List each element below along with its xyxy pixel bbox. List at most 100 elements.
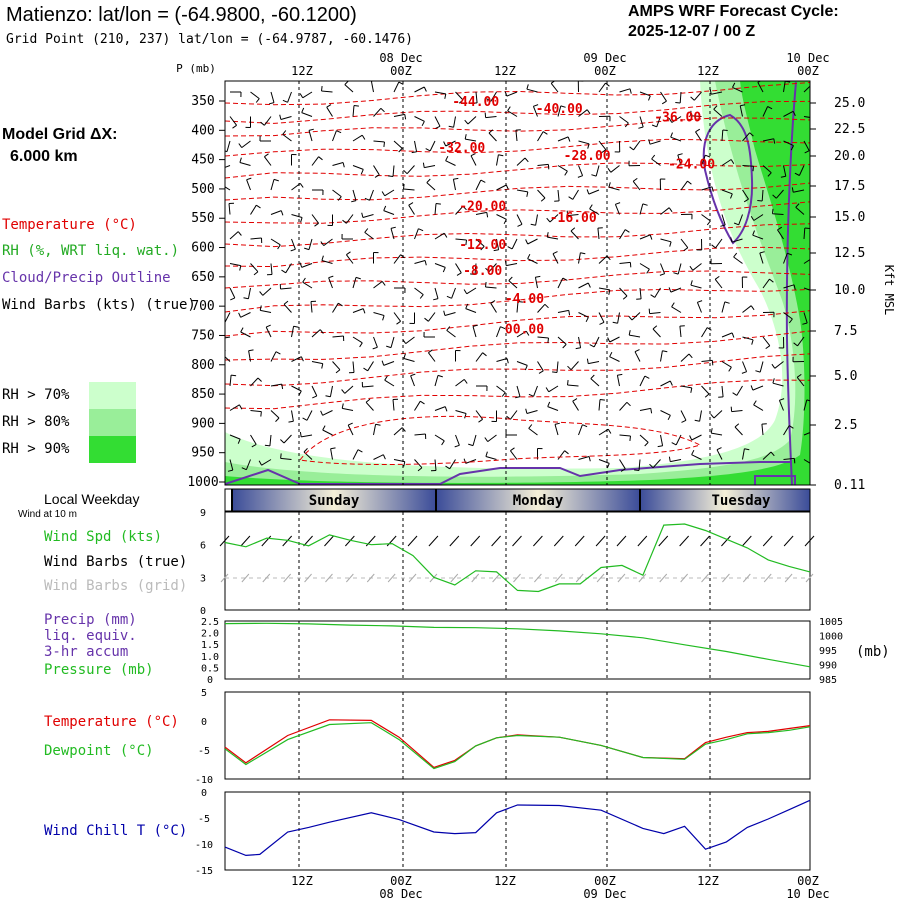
wind-barb-flag: [533, 104, 539, 107]
wind-barb: [609, 356, 620, 362]
wind-barb-flag: [607, 428, 612, 434]
wind-barb: [308, 130, 313, 142]
wind-barb-flag: [321, 255, 324, 261]
wind-barb: [714, 278, 723, 289]
wind-barb-flag: [321, 86, 323, 92]
wind-barb: [373, 454, 384, 460]
wind-barb-flag: [335, 369, 341, 374]
true-wind-barb: [219, 535, 230, 547]
wind-barb: [344, 84, 354, 93]
wind-barb-flag: [691, 449, 695, 455]
wind-barb-flag: [562, 344, 567, 349]
wind-barb-flag: [281, 269, 286, 274]
temp-tick-label: -10: [195, 775, 213, 786]
model-grid-value: 6.000 km: [10, 148, 78, 165]
wind-barb-flag: [590, 374, 595, 379]
wind-barb: [721, 159, 732, 166]
wind-barb: [496, 385, 506, 394]
wind-barb-flag: [237, 231, 242, 236]
wind-barb-flag: [351, 200, 357, 203]
wind-barb-flag: [525, 239, 529, 245]
wind-barb-flag: [667, 415, 671, 421]
wind-barb-flag: [750, 385, 754, 391]
wind-barb: [270, 383, 282, 387]
wind-barb-flag: [328, 275, 334, 279]
wind-barb: [321, 260, 333, 264]
wind-barb-flag: [757, 200, 763, 202]
wind-barb: [449, 459, 456, 470]
wind-barb-flag: [281, 384, 284, 390]
wind-barb-flag: [681, 419, 687, 423]
wind-barb: [364, 231, 374, 240]
wind-barb: [783, 140, 794, 147]
chill-tick-label: -15: [195, 866, 213, 877]
wind-barb: [452, 179, 456, 191]
wind-barb: [446, 329, 456, 338]
wind-barb-flag: [547, 337, 549, 343]
wind-barb: [301, 263, 313, 268]
wind-barb-flag: [730, 237, 733, 243]
isotherm-label: -36.00: [654, 110, 701, 125]
wind-barb: [516, 301, 519, 313]
wind-barb-flag: [690, 387, 693, 393]
wind-barb: [589, 208, 600, 215]
wind-barb-flag: [398, 148, 403, 153]
wind-barb: [753, 404, 764, 411]
true-wind-barb: [324, 535, 334, 547]
grid-wind-barb: [763, 573, 772, 583]
wind-barb: [783, 425, 790, 436]
wind-barb-flag: [734, 423, 740, 428]
wind-barb: [783, 312, 793, 320]
wind-barb: [632, 180, 641, 191]
true-wind-barb: [553, 535, 564, 547]
wind-barb-flag: [813, 292, 815, 297]
kft-tick-label: 17.5: [834, 179, 865, 194]
wind-barb: [762, 278, 770, 289]
wind-barb-flag: [545, 387, 550, 393]
wind-barb: [803, 312, 808, 324]
wind-barb-flag: [599, 321, 605, 325]
wind-barb: [554, 424, 559, 436]
wind-barb: [302, 281, 313, 289]
wind-barb-flag: [283, 300, 289, 305]
wind-barb: [619, 434, 631, 437]
wind-barb-flag: [812, 84, 815, 88]
wind-barb: [803, 116, 810, 118]
weekday-sunday: Sunday: [309, 493, 360, 509]
wind-barb: [250, 377, 259, 387]
wind-barb-flag: [302, 417, 308, 421]
label-wind-barbs-true: Wind Barbs (true): [44, 554, 188, 570]
wind-barb: [414, 140, 418, 152]
wind-barb-flag: [403, 169, 408, 175]
label-liq-equiv: liq. equiv.: [44, 628, 137, 644]
wind-barb: [352, 361, 355, 373]
wind-barb: [557, 309, 569, 313]
wind-barb: [467, 116, 477, 125]
true-wind-barb: [679, 535, 690, 547]
wind-barb-flag: [588, 456, 591, 462]
wind-barb: [403, 188, 415, 191]
wind-barb-flag: [670, 132, 673, 138]
wind-barb-flag: [401, 427, 406, 432]
wind-barb: [680, 410, 687, 421]
temp-tick-label: 0: [201, 717, 207, 728]
wind-barb-flag: [669, 241, 672, 247]
wind-barb: [434, 406, 446, 411]
wind-barb-flag: [364, 228, 369, 233]
wind-barb-flag: [437, 374, 443, 378]
wind-barb: [301, 434, 313, 438]
kft-tick-label: 2.5: [834, 418, 857, 433]
wind-tick-label: 0: [200, 606, 206, 617]
wind-barb-flag: [606, 255, 611, 261]
wind-barb: [352, 277, 357, 289]
wind-barb-flag: [243, 297, 249, 300]
wind-barb-flag: [314, 222, 319, 227]
wind-barb: [713, 410, 723, 419]
wind-barb: [455, 238, 467, 241]
wind-barb-flag: [336, 130, 342, 134]
wind-barb-flag: [651, 124, 657, 128]
wind-barb: [721, 332, 733, 338]
precip-tick-label: 1.5: [201, 640, 219, 651]
wind-barb: [345, 254, 354, 264]
wind-barb-flag: [732, 392, 738, 396]
